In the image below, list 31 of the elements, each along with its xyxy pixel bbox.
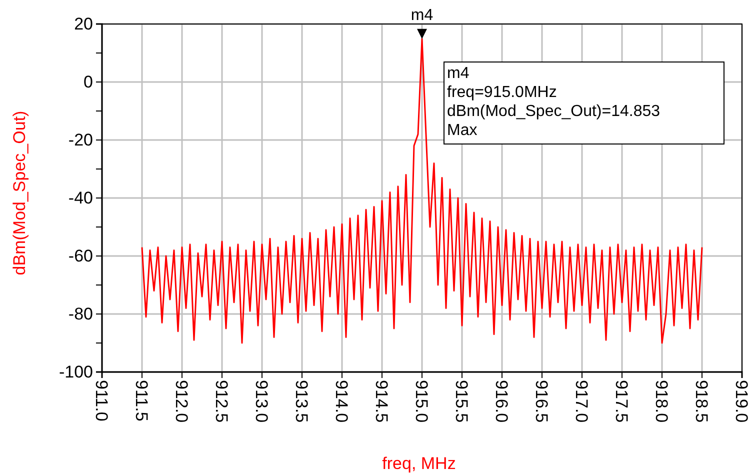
x-tick-label: 915.0 (412, 380, 432, 423)
annotation: dBm(Mod_Spec_Out)=14.853 (447, 103, 660, 120)
annotation: Max (447, 122, 478, 139)
x-tick-label: 914.0 (332, 380, 352, 423)
x-axis-title: freq, MHz (382, 454, 456, 473)
x-tick-label: 911.0 (92, 380, 112, 422)
y-axis-title: dBm(Mod_Spec_Out) (10, 110, 29, 276)
x-tick-label: 911.5 (132, 380, 152, 422)
y-tick-label: -40 (68, 188, 93, 208)
x-tick-label: 913.5 (292, 380, 312, 423)
y-tick-label: 20 (74, 14, 93, 34)
y-tick-label: -80 (68, 304, 93, 324)
x-tick-label: 918.0 (652, 380, 672, 423)
annotation: m4 (447, 65, 470, 82)
x-tick-label: 912.5 (212, 380, 232, 423)
x-tick-label: 914.5 (372, 380, 392, 423)
x-tick-label: 917.0 (572, 380, 592, 423)
y-tick-label: -20 (68, 130, 93, 150)
x-tick-label: 919.0 (732, 380, 752, 423)
x-tick-label: 912.0 (172, 380, 192, 423)
y-tick-label: -100 (58, 362, 93, 382)
y-tick-label: 0 (84, 72, 93, 92)
x-tick-label: 917.5 (612, 380, 632, 423)
x-tick-label: 915.5 (452, 380, 472, 423)
x-tick-label: 916.0 (492, 380, 512, 423)
x-tick-label: 916.5 (532, 380, 552, 423)
annotation: freq=915.0MHz (447, 84, 557, 101)
annotation: m4 (410, 7, 434, 24)
x-tick-label: 913.0 (252, 380, 272, 423)
x-tick-label: 918.5 (692, 380, 712, 423)
y-tick-label: -60 (68, 246, 93, 266)
